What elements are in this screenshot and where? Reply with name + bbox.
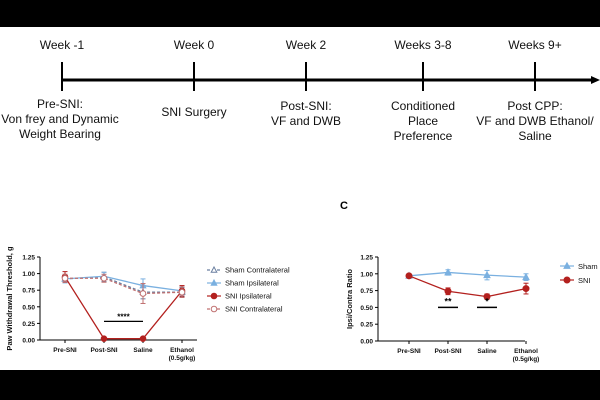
x-tick-label: Ethanol (514, 348, 538, 355)
timeline-week-5-label: Weeks 9+ (508, 38, 562, 52)
significance-label: ** (444, 296, 452, 306)
timeline-week-2-desc: SNI Surgery (161, 105, 227, 119)
data-point (100, 274, 108, 282)
y-tick-label: 0.00 (22, 338, 35, 345)
timeline-week-1-desc: Pre-SNI: Von frey and Dynamic Weight Bea… (1, 97, 119, 141)
y-tick-label: 0.25 (22, 321, 35, 328)
timeline-week-4-desc: Conditioned Place Preference (390, 99, 456, 143)
x-tick-label: Ethanol (170, 347, 194, 354)
timeline-week-3-desc: Post-SNI: VF and DWB (270, 99, 342, 128)
timeline-arrow-head (591, 76, 600, 84)
chart-ipsi-contra-ratio: 0.00 0.25 0.50 0.75 1.00 1.25 Pre-SNI Post-SNI S… (345, 255, 598, 364)
y-tick-label: 1.00 (360, 271, 373, 278)
legend-label: SNI (578, 276, 591, 285)
x-tick-label: Saline (477, 348, 497, 355)
timeline-week-1-label: Week -1 (39, 38, 85, 52)
y-tick-label: 0.50 (22, 304, 35, 311)
data-point (100, 335, 108, 342)
legend-label: SNI Ipsilateral (225, 292, 272, 301)
data-point (178, 288, 186, 296)
series-line-sni-contralateral (65, 277, 183, 295)
x-tick-label: Pre-SNI (53, 347, 77, 354)
data-point (405, 272, 413, 280)
x-tick-label: (0.5g/kg) (513, 356, 540, 363)
y-tick-label: 1.25 (360, 255, 373, 262)
series-line-sni (408, 275, 527, 298)
figure: Week -1 Week 0 Week 2 Weeks 3-8 Weeks 9+… (0, 27, 600, 370)
chart-paw-withdrawal: 0.00 0.25 0.50 0.75 1.00 1.25 Pre-SNI Post-SNI S… (5, 246, 290, 362)
legend-label: Sham Ipsilateral (225, 279, 279, 288)
x-tick-label: Post-SNI (90, 347, 117, 354)
data-point (522, 285, 530, 293)
legend-marker (210, 305, 218, 313)
legend-label: SNI Contralateral (225, 305, 283, 314)
legend-label: Sham (578, 262, 598, 271)
series-line-sni-ipsilateral (64, 276, 183, 340)
y-tick-label: 1.25 (22, 255, 35, 262)
data-point (139, 290, 147, 297)
data-point (444, 287, 452, 295)
panel-c-label: C (340, 200, 348, 212)
data-point (139, 335, 147, 342)
x-tick-label: (0.5g/kg) (169, 355, 196, 362)
timeline-week-4-label: Weeks 3-8 (394, 38, 452, 52)
x-tick-label: Saline (133, 347, 153, 354)
y-tick-label: 0.00 (360, 339, 373, 346)
legend-marker (563, 261, 571, 269)
significance-label: * (485, 296, 489, 306)
data-point (483, 270, 491, 279)
data-point (444, 268, 452, 276)
y-tick-label: 0.50 (360, 305, 373, 312)
significance-label: **** (117, 312, 130, 321)
timeline-week-2-label: Week 0 (173, 38, 215, 52)
x-tick-label: Post-SNI (434, 348, 461, 355)
y-axis-label: Paw Withdrawal Threshold, g (5, 246, 14, 351)
data-point (522, 272, 530, 281)
legend-marker (210, 278, 218, 286)
legend-marker (210, 265, 218, 273)
timeline (61, 62, 600, 91)
series-line-sham-ipsilateral (64, 275, 183, 292)
y-tick-label: 0.75 (360, 288, 373, 295)
timeline-week-5-desc: Post CPP: VF and DWB Ethanol/ Saline (476, 99, 594, 143)
legend-marker (210, 292, 218, 300)
y-tick-label: 0.75 (22, 288, 35, 295)
y-axis-label: Ipsi/Contra Ratio (345, 269, 354, 329)
legend-marker (563, 276, 571, 284)
data-point (61, 274, 69, 282)
timeline-week-3-label: Week 2 (285, 38, 327, 52)
data-point (483, 293, 491, 301)
x-tick-label: Pre-SNI (397, 348, 421, 355)
y-tick-label: 0.25 (360, 322, 373, 329)
y-tick-label: 1.00 (22, 271, 35, 278)
series-line-sham (408, 271, 527, 278)
legend-label: Sham Contralateral (225, 266, 290, 275)
series-line-sham-contralateral (64, 276, 182, 293)
